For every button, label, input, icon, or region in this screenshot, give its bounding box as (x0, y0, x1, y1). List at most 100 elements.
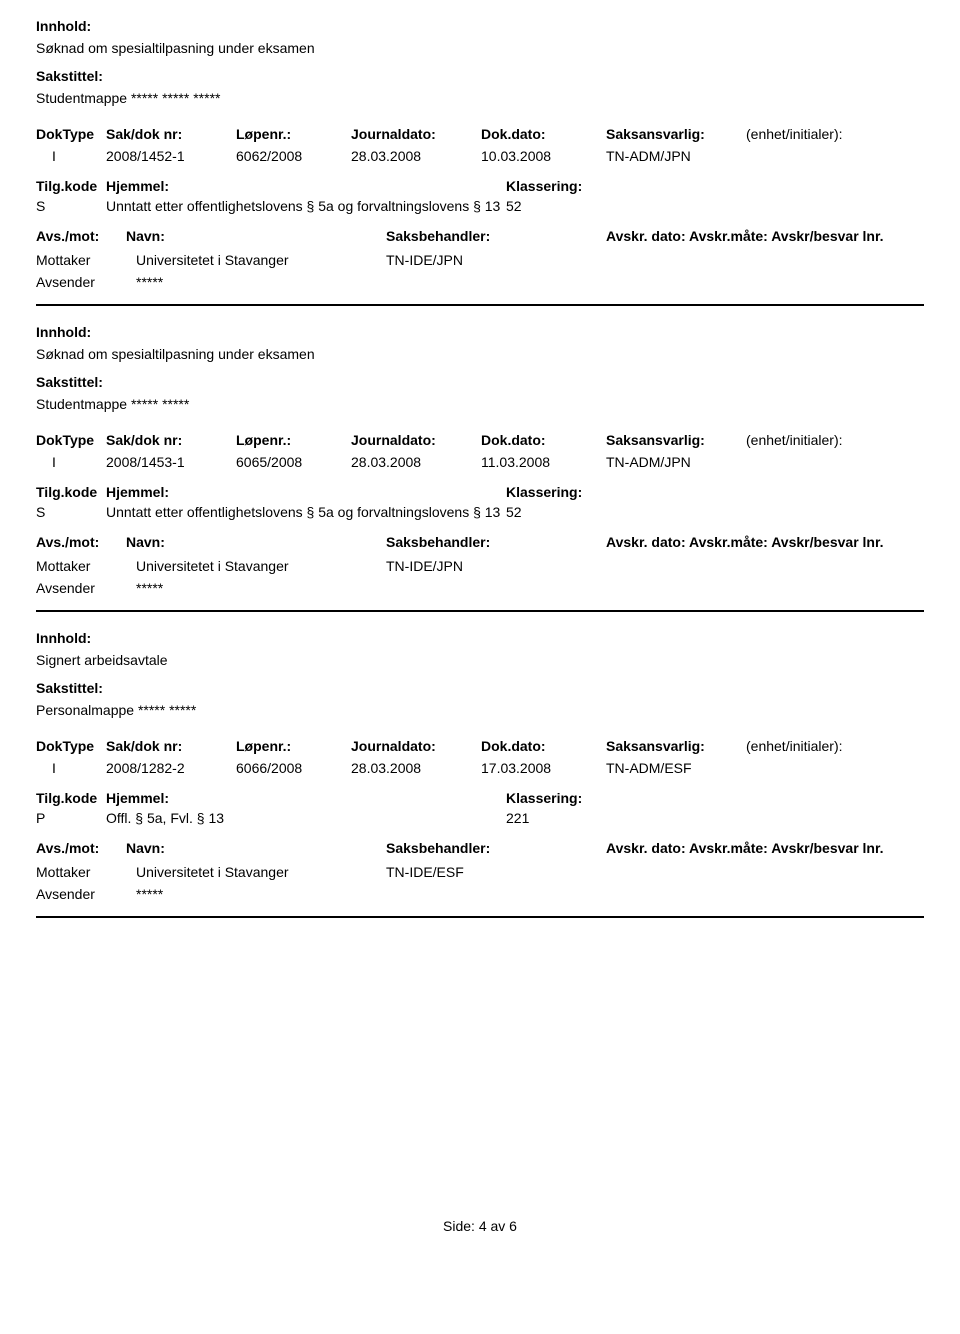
saksansvarlig-header: Saksansvarlig: (606, 738, 746, 754)
lopenr-value: 6062/2008 (236, 148, 351, 164)
enhet-header: (enhet/initialer): (746, 432, 924, 448)
tilgkode-value: P (36, 810, 106, 826)
doktype-value: I (36, 148, 106, 164)
klassering-header: Klassering: (506, 178, 924, 194)
tilgkode-header: Tilg.kode (36, 178, 106, 194)
meta-header-row: DokType Sak/dok nr: Løpenr.: Journaldato… (36, 738, 924, 754)
dokdato-value: 11.03.2008 (481, 454, 606, 470)
record-divider (36, 610, 924, 612)
navn-header: Navn: (126, 840, 386, 856)
navn-header: Navn: (126, 228, 386, 244)
navn-header: Navn: (126, 534, 386, 550)
avsender-label: Avsender (36, 886, 136, 902)
avsender-name: ***** (136, 274, 386, 290)
klassering-value: 52 (506, 504, 924, 520)
mottaker-label: Mottaker (36, 864, 136, 880)
hjemmel-header: Hjemmel: (106, 178, 506, 194)
dokdato-header: Dok.dato: (481, 738, 606, 754)
doktype-value: I (36, 760, 106, 776)
journaldato-value: 28.03.2008 (351, 148, 481, 164)
innhold-value: Signert arbeidsavtale (36, 652, 924, 668)
lopenr-header: Løpenr.: (236, 432, 351, 448)
avs-header-row: Avs./mot: Navn: Saksbehandler: Avskr. da… (36, 534, 924, 550)
meta-value-row: I 2008/1282-2 6066/2008 28.03.2008 17.03… (36, 760, 924, 776)
avskr-header: Avskr. dato: Avskr.måte: Avskr/besvar ln… (606, 228, 924, 244)
meta-header-row: DokType Sak/dok nr: Løpenr.: Journaldato… (36, 126, 924, 142)
saksansvarlig-value: TN-ADM/JPN (606, 454, 746, 470)
tilg-value-row: S Unntatt etter offentlighetslovens § 5a… (36, 198, 924, 214)
dokdato-header: Dok.dato: (481, 432, 606, 448)
sakdok-value: 2008/1282-2 (106, 760, 236, 776)
avsmot-header: Avs./mot: (36, 534, 126, 550)
avsmot-header: Avs./mot: (36, 840, 126, 856)
sakdok-header: Sak/dok nr: (106, 126, 236, 142)
sakstittel-label: Sakstittel: (36, 680, 924, 696)
innhold-value: Søknad om spesialtilpasning under eksame… (36, 346, 924, 362)
avsender-name: ***** (136, 886, 386, 902)
lopenr-value: 6066/2008 (236, 760, 351, 776)
avsender-name: ***** (136, 580, 386, 596)
klassering-value: 52 (506, 198, 924, 214)
hjemmel-value: Unntatt etter offentlighetslovens § 5a o… (106, 504, 506, 520)
klassering-value: 221 (506, 810, 924, 826)
sakstittel-value: Studentmappe ***** ***** ***** (36, 90, 924, 106)
meta-value-row: I 2008/1452-1 6062/2008 28.03.2008 10.03… (36, 148, 924, 164)
avsender-label: Avsender (36, 580, 136, 596)
tilg-header-row: Tilg.kode Hjemmel: Klassering: (36, 484, 924, 500)
enhet-header: (enhet/initialer): (746, 126, 924, 142)
avsender-row: Avsender ***** (36, 580, 924, 596)
mottaker-name: Universitetet i Stavanger (136, 252, 386, 268)
journaldato-header: Journaldato: (351, 432, 481, 448)
meta-header-row: DokType Sak/dok nr: Løpenr.: Journaldato… (36, 432, 924, 448)
lopenr-value: 6065/2008 (236, 454, 351, 470)
avsmot-header: Avs./mot: (36, 228, 126, 244)
dokdato-header: Dok.dato: (481, 126, 606, 142)
mottaker-name: Universitetet i Stavanger (136, 864, 386, 880)
tilgkode-value: S (36, 198, 106, 214)
sakdok-value: 2008/1453-1 (106, 454, 236, 470)
lopenr-header: Løpenr.: (236, 738, 351, 754)
sakstittel-value: Personalmappe ***** ***** (36, 702, 924, 718)
enhet-header: (enhet/initialer): (746, 738, 924, 754)
tilg-header-row: Tilg.kode Hjemmel: Klassering: (36, 178, 924, 194)
meta-value-row: I 2008/1453-1 6065/2008 28.03.2008 11.03… (36, 454, 924, 470)
innhold-value: Søknad om spesialtilpasning under eksame… (36, 40, 924, 56)
lopenr-header: Løpenr.: (236, 126, 351, 142)
journaldato-header: Journaldato: (351, 738, 481, 754)
avs-header-row: Avs./mot: Navn: Saksbehandler: Avskr. da… (36, 840, 924, 856)
avskr-header: Avskr. dato: Avskr.måte: Avskr/besvar ln… (606, 534, 924, 550)
innhold-label: Innhold: (36, 630, 924, 646)
saksansvarlig-value: TN-ADM/ESF (606, 760, 746, 776)
dokdato-value: 17.03.2008 (481, 760, 606, 776)
saksbehandler-value: TN-IDE/ESF (386, 864, 924, 880)
mottaker-row: Mottaker Universitetet i Stavanger TN-ID… (36, 864, 924, 880)
sakdok-header: Sak/dok nr: (106, 738, 236, 754)
klassering-header: Klassering: (506, 790, 924, 806)
klassering-header: Klassering: (506, 484, 924, 500)
page-footer: Side: 4 av 6 (36, 1218, 924, 1234)
tilgkode-header: Tilg.kode (36, 790, 106, 806)
tilg-value-row: S Unntatt etter offentlighetslovens § 5a… (36, 504, 924, 520)
saksansvarlig-value: TN-ADM/JPN (606, 148, 746, 164)
journaldato-header: Journaldato: (351, 126, 481, 142)
mottaker-label: Mottaker (36, 558, 136, 574)
mottaker-label: Mottaker (36, 252, 136, 268)
mottaker-row: Mottaker Universitetet i Stavanger TN-ID… (36, 252, 924, 268)
tilgkode-header: Tilg.kode (36, 484, 106, 500)
saksbehandler-value: TN-IDE/JPN (386, 252, 924, 268)
mottaker-row: Mottaker Universitetet i Stavanger TN-ID… (36, 558, 924, 574)
saksbehandler-header: Saksbehandler: (386, 840, 606, 856)
sakdok-header: Sak/dok nr: (106, 432, 236, 448)
dokdato-value: 10.03.2008 (481, 148, 606, 164)
saksbehandler-header: Saksbehandler: (386, 228, 606, 244)
saksansvarlig-header: Saksansvarlig: (606, 126, 746, 142)
innhold-label: Innhold: (36, 324, 924, 340)
doktype-header: DokType (36, 738, 106, 754)
avsender-label: Avsender (36, 274, 136, 290)
saksbehandler-value: TN-IDE/JPN (386, 558, 924, 574)
avsender-row: Avsender ***** (36, 886, 924, 902)
doktype-header: DokType (36, 126, 106, 142)
journal-record: Innhold: Søknad om spesialtilpasning und… (36, 18, 924, 290)
sakdok-value: 2008/1452-1 (106, 148, 236, 164)
avskr-header: Avskr. dato: Avskr.måte: Avskr/besvar ln… (606, 840, 924, 856)
